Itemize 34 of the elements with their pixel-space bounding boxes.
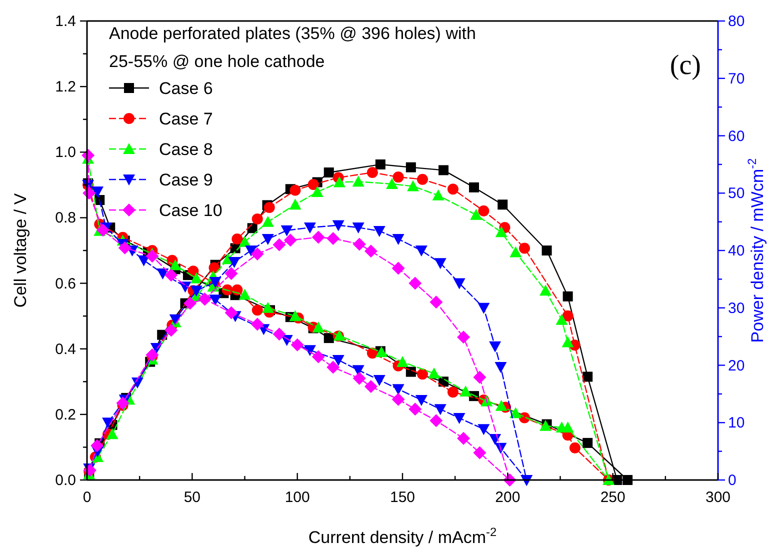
x-tick-label: 0 <box>82 489 92 506</box>
x-tick-label: 200 <box>495 489 520 506</box>
legend-label: Case 7 <box>159 110 213 128</box>
legend-label: Case 10 <box>159 201 222 220</box>
y-tick-label: 1.2 <box>55 78 76 96</box>
y2-tick-label: 50 <box>728 185 745 202</box>
y2-tick-label: 40 <box>728 242 745 260</box>
y-tick-label: 0.4 <box>55 340 76 358</box>
y2-tick-label: 20 <box>728 357 745 374</box>
x-axis-title: Current density / mAcm$^{-2}$ <box>308 525 497 547</box>
y-axis-title: Cell voltage / V <box>11 192 30 308</box>
annotation: 25-55% @ one hole cathode <box>109 52 325 71</box>
y-tick-label: 0.2 <box>55 406 76 424</box>
x-tick-label: 150 <box>390 489 416 506</box>
y2-tick-label: 80 <box>728 13 745 30</box>
y-tick-label: 0.8 <box>55 210 76 227</box>
y-tick-label: 1.0 <box>55 144 76 162</box>
legend-label: Case 6 <box>159 79 213 98</box>
x-tick-label: 300 <box>705 489 731 506</box>
y-tick-label: 0.0 <box>55 472 76 489</box>
y2-tick-label: 0 <box>728 472 736 489</box>
y2-tick-label: 10 <box>728 414 745 432</box>
annotation: (c) <box>670 50 701 81</box>
y-tick-label: 1.4 <box>55 13 76 30</box>
x-tick-label: 50 <box>184 489 201 506</box>
y2-tick-label: 70 <box>728 70 745 88</box>
y2-tick-label: 60 <box>728 128 745 145</box>
legend-label: Case 8 <box>159 140 213 159</box>
x-tick-label: 250 <box>600 489 626 506</box>
y-tick-label: 0.6 <box>55 275 76 292</box>
y2-tick-label: 30 <box>728 300 745 317</box>
x-tick-label: 100 <box>284 489 310 506</box>
annotation: Anode perforated plates (35% @ 396 holes) with <box>109 24 476 43</box>
legend-label: Case 9 <box>159 170 213 190</box>
